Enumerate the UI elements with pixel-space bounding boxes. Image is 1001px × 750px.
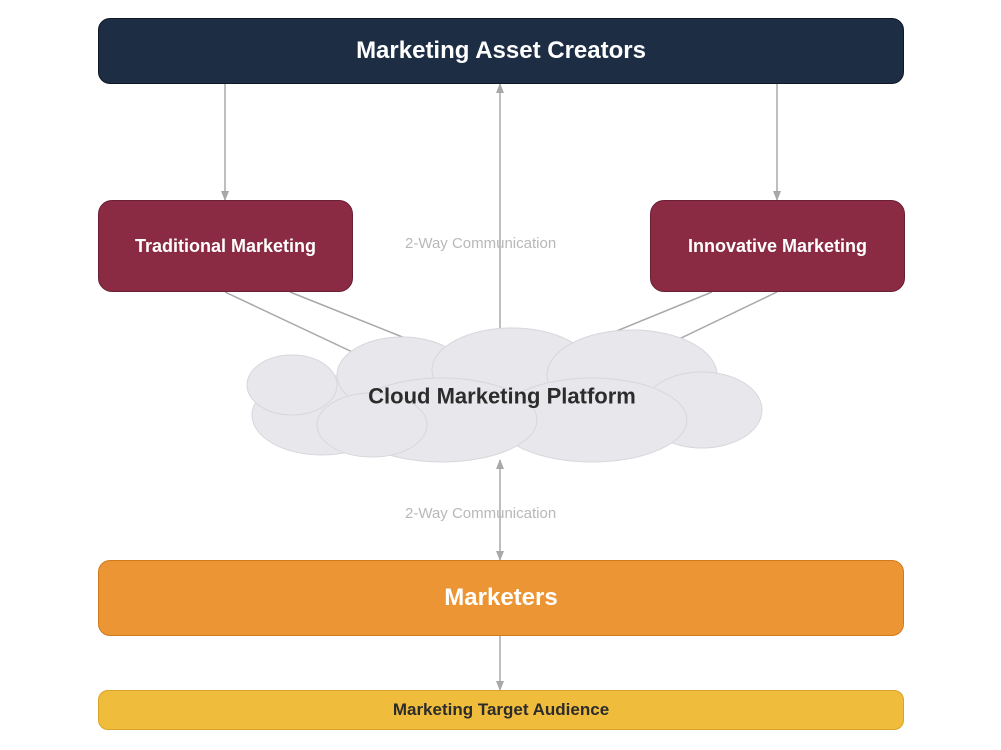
node-label: Marketing Asset Creators	[356, 37, 646, 65]
node-label: Innovative Marketing	[688, 236, 867, 257]
node-label: Marketers	[444, 584, 557, 612]
node-label: Traditional Marketing	[135, 236, 316, 257]
node-target-audience: Marketing Target Audience	[98, 690, 904, 730]
diagram-canvas: Marketing Asset Creators Traditional Mar…	[0, 0, 1001, 750]
node-innovative-marketing: Innovative Marketing	[650, 200, 905, 292]
node-cloud-platform: Cloud Marketing Platform	[232, 325, 772, 465]
node-label: Cloud Marketing Platform	[232, 383, 772, 409]
node-marketers: Marketers	[98, 560, 904, 636]
node-marketing-asset-creators: Marketing Asset Creators	[98, 18, 904, 84]
node-traditional-marketing: Traditional Marketing	[98, 200, 353, 292]
node-label: Marketing Target Audience	[393, 700, 609, 720]
edge-label-2way-bottom: 2-Way Communication	[405, 505, 556, 522]
edge-label-2way-top: 2-Way Communication	[405, 235, 556, 252]
